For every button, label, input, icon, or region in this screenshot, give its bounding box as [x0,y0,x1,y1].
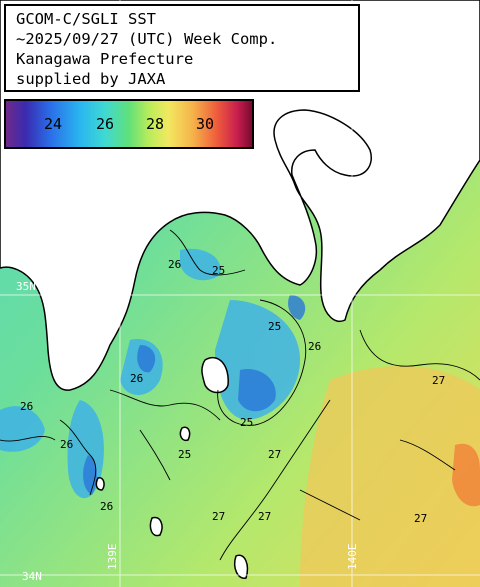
contour-label: 27 [258,510,271,523]
lat-label-34n: 34N [22,570,42,583]
contour-label: 25 [178,448,191,461]
lat-label-35n: 35N [16,280,36,293]
deep-cool-patches [83,295,306,495]
colorbar-legend: 24 26 28 30 [4,99,254,149]
lon-label-140e: 140E [346,544,359,571]
title-line-2: ~2025/09/27 (UTC) Week Comp. [16,30,278,48]
contour-label: 25 [240,416,253,429]
contour-label: 26 [130,372,143,385]
colorbar-tick-28: 28 [146,115,165,133]
warm-water-patches [300,366,480,587]
contour-label: 27 [212,510,225,523]
contour-label: 25 [212,264,225,277]
contour-label: 25 [268,320,281,333]
contour-label: 27 [432,374,445,387]
title-line-3: Kanagawa Prefecture [16,50,194,68]
colorbar-tick-24: 24 [44,115,63,133]
title-box: GCOM-C/SGLI SST ~2025/09/27 (UTC) Week C… [4,4,360,92]
title-line-1: GCOM-C/SGLI SST [16,10,156,28]
contour-label: 27 [414,512,427,525]
lon-label-139e: 139E [106,544,119,571]
contour-label: 27 [268,448,281,461]
isotherm-contours [0,229,480,561]
contour-label: 26 [168,258,181,271]
contour-label: 26 [60,438,73,451]
colorbar-tick-30: 30 [196,115,215,133]
graticule-labels: 35N 34N 139E 140E [16,280,359,583]
title-line-4: supplied by JAXA [16,70,166,88]
contour-label: 26 [20,400,33,413]
contour-labels: 26 25 25 26 26 26 25 25 26 27 26 27 27 2… [20,258,445,525]
hot-water-patches [452,443,480,507]
colorbar-tick-26: 26 [96,115,115,133]
contour-label: 26 [100,500,113,513]
contour-label: 26 [308,340,321,353]
